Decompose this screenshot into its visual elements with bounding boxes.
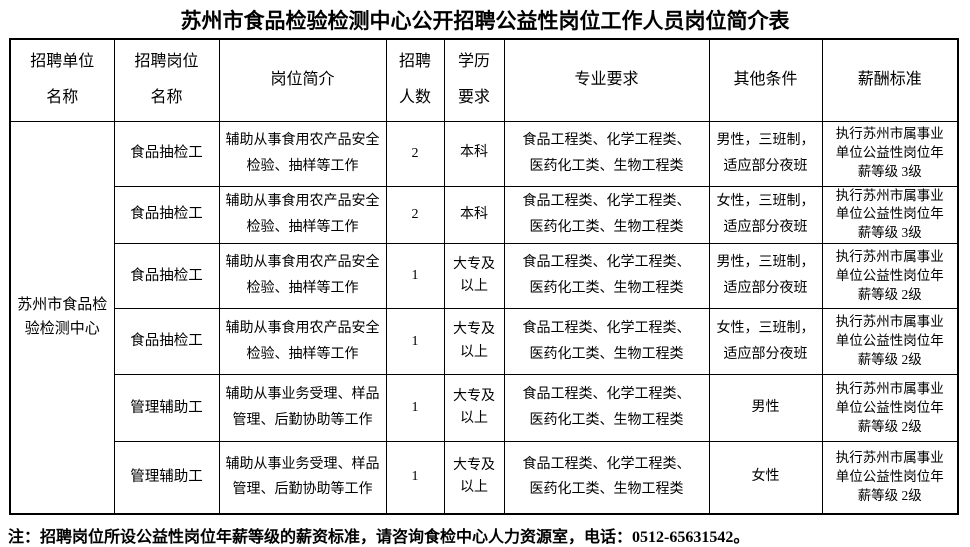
position-cell: 食品抽检工 [113,185,220,245]
headcount-cell: 1 [385,308,445,376]
col-header-salary: 薪酬标准 [821,38,959,122]
page-title: 苏州市食品检验检测中心公开招聘公益性岗位工作人员岗位简介表 [180,9,790,33]
education-cell: 本科 [443,185,505,245]
description-cell: 辅助从事食用农产品安全 检验、抽样等工作 [218,308,387,376]
education-cell: 大专及 以上 [443,308,505,376]
education-cell: 本科 [443,120,505,187]
major-cell: 食品工程类、化学工程类、 医药化工类、生物工程类 [503,120,710,187]
col-header-unit-name: 招聘单位 名称 [9,38,115,122]
major-cell: 食品工程类、化学工程类、 医药化工类、生物工程类 [503,441,710,515]
header-row: 招聘单位 名称 招聘岗位 名称 岗位简介 招聘 人数 学历 要求 专业要求 其他… [9,38,959,122]
other-conditions-cell: 女性，三班制， 适应部分夜班 [708,308,823,376]
col-header-major: 专业要求 [503,38,710,122]
education-cell: 大专及 以上 [443,441,505,515]
other-conditions-cell: 女性，三班制， 适应部分夜班 [708,185,823,245]
salary-cell: 执行苏州市属事业 单位公益性岗位年 薪等级 3级 [821,185,959,245]
col-header-position-name: 招聘岗位 名称 [113,38,220,122]
unit-name-cell: 苏州市食品检 验检测中心 [9,120,115,515]
education-cell: 大专及 以上 [443,243,505,310]
headcount-cell: 2 [385,185,445,245]
description-cell: 辅助从事食用农产品安全 检验、抽样等工作 [218,243,387,310]
headcount-cell: 2 [385,120,445,187]
table-row: 苏州市食品检 验检测中心 食品抽检工 辅助从事食用农产品安全 检验、抽样等工作 … [9,120,959,515]
headcount-cell: 1 [385,243,445,310]
major-cell: 食品工程类、化学工程类、 医药化工类、生物工程类 [503,374,710,443]
position-cell: 管理辅助工 [113,441,220,515]
major-cell: 食品工程类、化学工程类、 医药化工类、生物工程类 [503,243,710,310]
description-cell: 辅助从事食用农产品安全 检验、抽样等工作 [218,185,387,245]
headcount-cell: 1 [385,374,445,443]
education-cell: 大专及 以上 [443,374,505,443]
table-row: 食品抽检工 辅助从事食用农产品安全 检验、抽样等工作 1 大专及 以上 食品工程… [10,243,959,310]
table-row: 食品抽检工 辅助从事食用农产品安全 检验、抽样等工作 1 大专及 以上 食品工程… [10,308,959,376]
description-cell: 辅助从事食用农产品安全 检验、抽样等工作 [218,120,387,187]
other-conditions-cell: 男性，三班制， 适应部分夜班 [708,120,823,187]
major-cell: 食品工程类、化学工程类、 医药化工类、生物工程类 [503,308,710,376]
description-cell: 辅助从事业务受理、样品 管理、后勤协助等工作 [218,374,387,443]
col-header-headcount: 招聘 人数 [385,38,445,122]
position-cell: 食品抽检工 [113,120,220,187]
salary-cell: 执行苏州市属事业 单位公益性岗位年 薪等级 2级 [821,374,959,443]
col-header-other: 其他条件 [708,38,823,122]
table-row: 管理辅助工 辅助从事业务受理、样品 管理、后勤协助等工作 1 大专及 以上 食品… [10,441,959,515]
other-conditions-cell: 男性 [708,374,823,443]
position-cell: 食品抽检工 [113,243,220,310]
major-cell: 食品工程类、化学工程类、 医药化工类、生物工程类 [503,185,710,245]
table-row: 食品抽检工 辅助从事食用农产品安全 检验、抽样等工作 2 本科 食品工程类、化学… [10,185,959,245]
position-cell: 食品抽检工 [113,308,220,376]
other-conditions-cell: 男性，三班制， 适应部分夜班 [708,243,823,310]
headcount-cell: 1 [385,441,445,515]
description-cell: 辅助从事业务受理、样品 管理、后勤协助等工作 [218,441,387,515]
salary-cell: 执行苏州市属事业 单位公益性岗位年 薪等级 3级 [821,120,959,187]
salary-cell: 执行苏州市属事业 单位公益性岗位年 薪等级 2级 [821,441,959,515]
other-conditions-cell: 女性 [708,441,823,515]
table-row: 管理辅助工 辅助从事业务受理、样品 管理、后勤协助等工作 1 大专及 以上 食品… [10,374,959,443]
salary-cell: 执行苏州市属事业 单位公益性岗位年 薪等级 2级 [821,243,959,310]
footnote: 注：招聘岗位所设公益性岗位年薪等级的薪资标准，请咨询食检中心人力资源室，电话：0… [8,529,750,546]
job-table: 招聘单位 名称 招聘岗位 名称 岗位简介 招聘 人数 学历 要求 专业要求 其他… [9,38,959,515]
col-header-description: 岗位简介 [218,38,387,122]
salary-cell: 执行苏州市属事业 单位公益性岗位年 薪等级 2级 [821,308,959,376]
col-header-education: 学历 要求 [443,38,505,122]
position-cell: 管理辅助工 [113,374,220,443]
